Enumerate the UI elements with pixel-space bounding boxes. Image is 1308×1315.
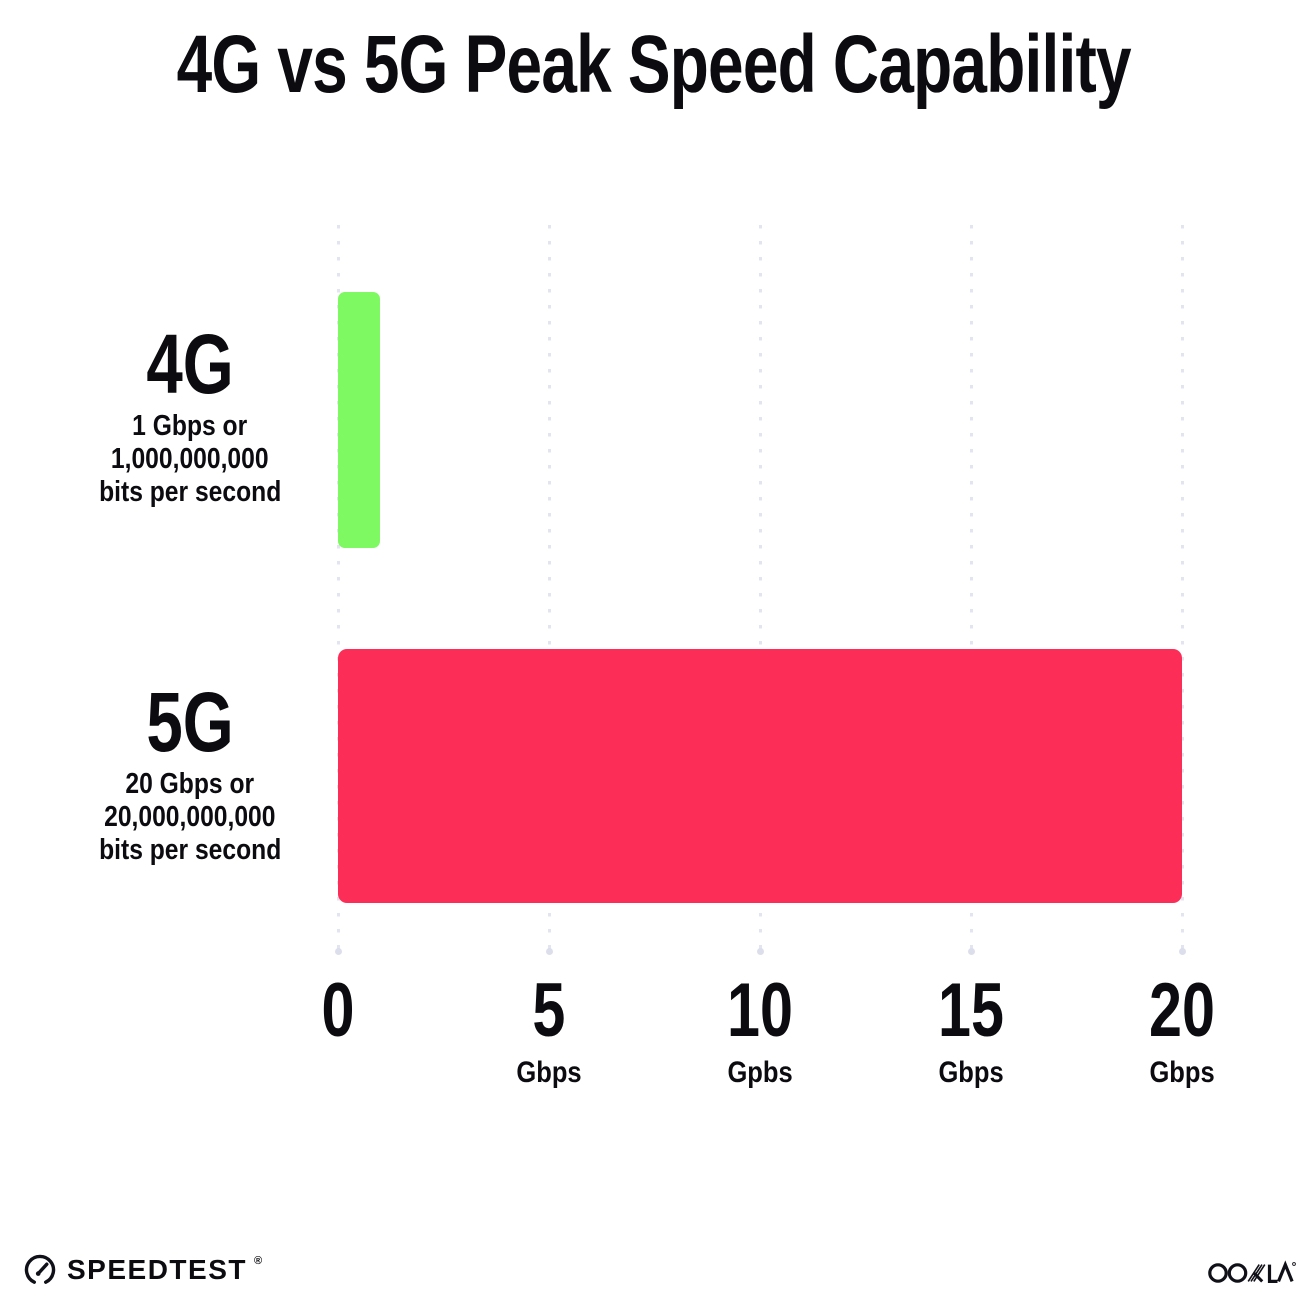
x-tick-unit: Gbps [1149,1056,1215,1089]
x-tick-value: 0 [321,968,355,1053]
category-label-4g: 4G 1 Gbps or 1,000,000,000 bits per seco… [50,318,330,509]
ookla-wordmark [1208,1260,1296,1283]
gridline-20-gbps [1178,225,1186,958]
x-tick-0: 0 [317,972,359,1090]
category-name-4g: 4G [146,317,234,411]
x-tick-10: 10 Gpbs [718,972,803,1090]
x-tick-unit: Gbps [516,1056,582,1089]
x-tick-unit [317,1056,359,1090]
category-sublabel: 1 Gbps or [132,410,248,442]
bar-5g [338,649,1182,903]
x-tick-value: 20 [1149,968,1215,1053]
category-label-5g: 5G 20 Gbps or 20,000,000,000 bits per se… [50,676,330,867]
category-sublabel: bits per second [98,834,282,866]
x-tick-unit: Gpbs [727,1056,793,1089]
category-sublabel: 1,000,000,000 [111,443,269,475]
x-tick-20: 20 Gbps [1140,972,1225,1090]
ookla-trademark [1292,1262,1296,1266]
ookla-hatched-k [1247,1264,1266,1283]
gridline-10-gbps [756,225,764,958]
category-sublabel: 20,000,000,000 [104,801,276,833]
category-sublabel: 20 Gbps or [125,768,255,800]
x-tick-15: 15 Gbps [929,972,1014,1090]
speedtest-wordmark: SPEEDTEST [67,1254,247,1285]
x-tick-value: 10 [727,968,793,1053]
category-name-5g: 5G [146,675,234,769]
x-tick-value: 5 [532,968,566,1053]
chart-area [334,225,1186,958]
speedtest-logo: SPEEDTEST ® [22,1252,264,1288]
x-tick-5: 5 Gbps [511,972,588,1090]
category-sublabel: bits per second [98,476,282,508]
page-title: 4G vs 5G Peak Speed Capability [176,19,1132,110]
gridline-5-gbps [545,225,553,958]
speedtest-gauge-icon [22,1252,58,1288]
gridline-15-gbps [967,225,975,958]
x-axis: 0 5 Gbps 10 Gpbs 15 Gbps 20 Gbps [322,972,1215,1102]
ookla-logo [1208,1256,1296,1288]
x-tick-value: 15 [938,968,1004,1053]
x-tick-unit: Gbps [938,1056,1004,1089]
gridline-0-gbps [334,225,342,958]
bar-4g [338,292,381,548]
speedtest-trademark: ® [253,1255,263,1267]
